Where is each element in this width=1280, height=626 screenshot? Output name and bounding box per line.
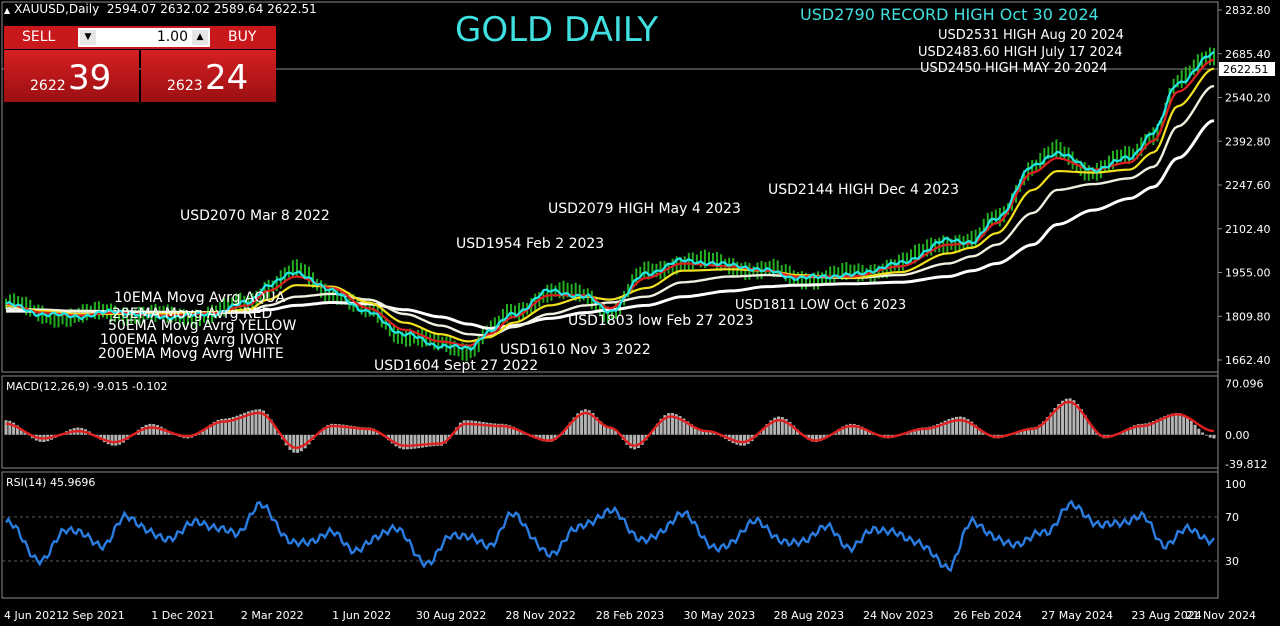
sell-price-big: 39 <box>68 58 112 98</box>
buy-price-small: 2623 <box>167 78 203 94</box>
date-tick-label: 27 May 2024 <box>1041 609 1113 622</box>
macd-tick-label: 70.096 <box>1225 378 1264 391</box>
rsi-tick-label: 100 <box>1225 478 1246 491</box>
date-tick-label: 21 Nov 2024 <box>1186 609 1256 622</box>
current-price-tag <box>1219 62 1275 76</box>
date-tick-label: 1 Dec 2021 <box>151 609 214 622</box>
price-tick-label: 2540.20 <box>1225 92 1271 105</box>
macd-signal-line <box>5 400 1215 450</box>
chart-title: GOLD DAILY <box>455 10 658 50</box>
date-tick-label: 23 Aug 2024 <box>1131 609 1201 622</box>
price-annotation: USD2070 Mar 8 2022 <box>180 208 330 224</box>
buy-price-big: 24 <box>205 58 249 98</box>
panel-frame <box>1 471 1219 599</box>
price-annotation: USD2079 HIGH May 4 2023 <box>548 201 741 217</box>
sell-price-small: 2622 <box>30 78 66 94</box>
quantity-stepper[interactable]: ▼ 1.00 ▲ <box>78 28 210 47</box>
triangle-icon: ▲ <box>4 6 11 15</box>
quantity-input[interactable]: 1.00 <box>156 29 188 45</box>
sell-button[interactable]: 2622 39 <box>4 50 139 102</box>
price-tick-label: 2102.40 <box>1225 223 1271 236</box>
price-tick-label: 2685.40 <box>1225 48 1271 61</box>
price-annotation: USD1803 low Feb 27 2023 <box>568 313 753 329</box>
macd-tick-label: -39.812 <box>1225 458 1267 471</box>
macd-title: MACD(12,26,9) -9.015 -0.102 <box>6 380 167 393</box>
panel-frame <box>1 375 1219 469</box>
rsi-tick-label: 30 <box>1225 555 1239 568</box>
date-tick-label: 28 Nov 2022 <box>505 609 575 622</box>
macd-tick-label: 0.00 <box>1225 429 1250 442</box>
symbol-header: ▲ XAUUSD,Daily 2594.07 2632.02 2589.64 26… <box>4 2 317 16</box>
price-tick-label: 1809.80 <box>1225 310 1271 323</box>
rsi-tick-label: 70 <box>1225 511 1239 524</box>
ema-legend-label: 100EMA Movg Avrg IVORY <box>100 332 282 348</box>
price-annotation: USD2450 HIGH MAY 20 2024 <box>920 61 1108 76</box>
symbol-name: XAUUSD,Daily <box>14 2 100 16</box>
price-annotation: USD2790 RECORD HIGH Oct 30 2024 <box>800 5 1099 24</box>
price-tick-label: 1955.00 <box>1225 267 1271 280</box>
date-tick-label: 2 Mar 2022 <box>241 609 304 622</box>
date-tick-label: 2 Sep 2021 <box>62 609 125 622</box>
ema-legend-label: 50EMA Movg Avrg YELLOW <box>108 318 296 334</box>
date-tick-label: 1 Jun 2022 <box>332 609 391 622</box>
one-click-trade-panel: SELL ▼ 1.00 ▲ BUY 2622 39 2623 24 <box>4 26 276 102</box>
chevron-down-icon[interactable]: ▼ <box>80 30 96 45</box>
sell-label[interactable]: SELL <box>22 29 56 45</box>
price-annotation: USD2483.60 HIGH July 17 2024 <box>918 45 1123 60</box>
date-tick-label: 28 Aug 2023 <box>774 609 844 622</box>
price-tick-label: 1662.40 <box>1225 354 1271 367</box>
price-annotation: USD1610 Nov 3 2022 <box>500 342 651 358</box>
price-annotation: USD1811 LOW Oct 6 2023 <box>735 298 906 313</box>
price-annotation: USD1954 Feb 2 2023 <box>456 236 604 252</box>
price-annotation: USD2531 HIGH Aug 20 2024 <box>938 28 1124 43</box>
rsi-title: RSI(14) 45.9696 <box>6 476 95 489</box>
price-tick-label: 2832.80 <box>1225 4 1271 17</box>
date-tick-label: 30 May 2023 <box>684 609 756 622</box>
date-tick-label: 24 Nov 2023 <box>863 609 933 622</box>
current-price-label: 2622.51 <box>1223 63 1269 76</box>
price-tick-label: 2392.80 <box>1225 135 1271 148</box>
ema-legend-label: 20EMA Movg Avrg RED <box>112 306 272 322</box>
buy-label[interactable]: BUY <box>228 29 257 45</box>
date-tick-label: 26 Feb 2024 <box>953 609 1021 622</box>
ema-line-0 <box>5 50 1215 352</box>
buy-button[interactable]: 2623 24 <box>141 50 276 102</box>
date-tick-label: 4 Jun 2021 <box>4 609 63 622</box>
ema-legend-label: 10EMA Movg Avrg AQUA <box>114 290 286 306</box>
price-tick-label: 2247.60 <box>1225 179 1271 192</box>
price-annotation: USD1604 Sept 27 2022 <box>374 358 538 374</box>
ohlc-values: 2594.07 2632.02 2589.64 2622.51 <box>106 2 317 16</box>
chevron-up-icon[interactable]: ▲ <box>192 30 208 45</box>
ema-legend-label: 200EMA Movg Avrg WHITE <box>98 346 284 362</box>
price-annotation: USD2144 HIGH Dec 4 2023 <box>768 182 959 198</box>
rsi-line <box>5 499 1215 573</box>
date-tick-label: 28 Feb 2023 <box>596 609 664 622</box>
date-tick-label: 30 Aug 2022 <box>416 609 486 622</box>
